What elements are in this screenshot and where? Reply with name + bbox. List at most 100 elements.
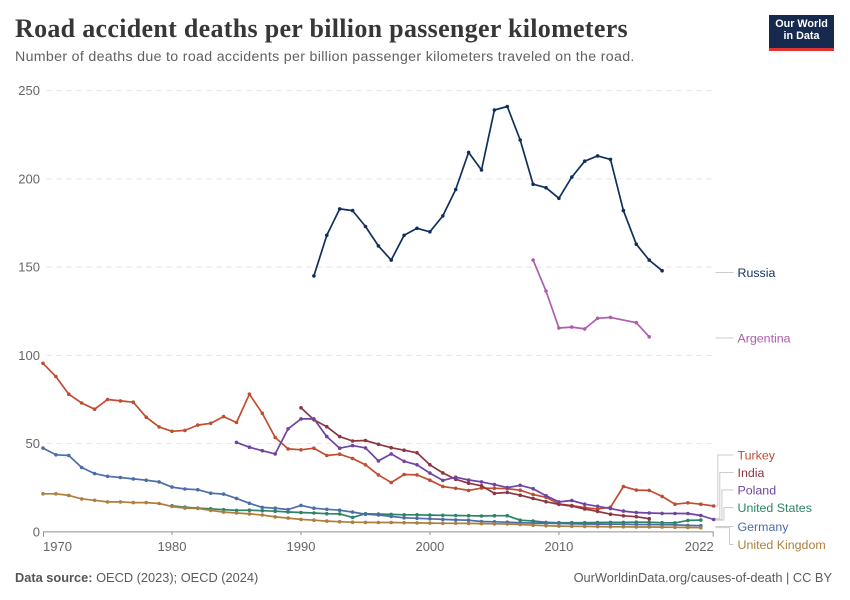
series-marker-russia-2004 <box>479 168 484 172</box>
series-label-turkey[interactable]: Turkey <box>738 449 776 463</box>
data-source-label: Data source: <box>15 570 93 585</box>
series-marker-poland-1989 <box>286 427 290 431</box>
series-marker-russia-2006 <box>505 104 510 109</box>
series-line-germany[interactable] <box>42 447 702 527</box>
credit-line[interactable]: OurWorldinData.org/causes-of-death | CC … <box>573 570 832 585</box>
series-marker-russia-1999 <box>415 226 419 231</box>
series-line-turkey[interactable] <box>42 362 715 510</box>
series-marker-argentina-2009 <box>544 289 548 293</box>
owid-logo[interactable]: Our World in Data <box>769 15 834 51</box>
series-marker-india-2001 <box>441 471 445 475</box>
series-marker-russia-1991 <box>312 274 316 278</box>
series-marker-india-1996 <box>376 442 381 447</box>
series-label-russia[interactable]: Russia <box>738 266 776 280</box>
series-marker-india-2000 <box>428 463 432 467</box>
series-marker-united-states-1987 <box>260 508 265 513</box>
series-marker-argentina-2010 <box>557 326 561 330</box>
series-marker-russia-2005 <box>492 108 497 112</box>
series-marker-turkey-2007 <box>518 488 522 493</box>
series-label-united-states[interactable]: United States <box>738 501 812 515</box>
series-marker-united-kingdom-2000 <box>428 521 432 525</box>
series-marker-germany-1975 <box>105 474 110 479</box>
series-marker-turkey-1988 <box>273 435 278 440</box>
page-subtitle: Number of deaths due to road accidents p… <box>15 49 635 65</box>
series-marker-russia-2003 <box>466 150 471 155</box>
series-marker-germany-1996 <box>376 513 381 517</box>
series-marker-united-states-2007 <box>518 518 522 522</box>
series-label-india[interactable]: India <box>738 466 765 480</box>
series-marker-poland-2007 <box>518 483 522 488</box>
label-connector-india <box>715 472 734 520</box>
series-marker-united-kingdom-2015 <box>621 525 626 529</box>
series-marker-poland-1998 <box>402 459 406 464</box>
series-marker-united-kingdom-2011 <box>570 524 574 529</box>
series-marker-united-states-1998 <box>402 513 406 517</box>
series-marker-russia-2016 <box>634 242 639 246</box>
series-marker-poland-2010 <box>557 500 561 504</box>
series-marker-india-2009 <box>544 499 548 504</box>
series-marker-united-states-1988 <box>273 509 278 513</box>
series-marker-poland-2022 <box>711 517 716 522</box>
series-marker-united-states-2000 <box>428 513 432 517</box>
series-marker-united-kingdom-2012 <box>582 524 587 529</box>
series-marker-united-kingdom-1980 <box>170 504 174 509</box>
y-axis-tick-label-200: 200 <box>18 171 40 186</box>
series-marker-germany-2001 <box>441 517 445 522</box>
series-marker-united-kingdom-2010 <box>557 524 561 528</box>
series-marker-germany-1994 <box>350 510 355 514</box>
series-marker-germany-1981 <box>183 487 187 491</box>
y-axis-tick-label-0: 0 <box>33 524 40 539</box>
series-marker-turkey-1998 <box>402 472 406 477</box>
series-line-poland[interactable] <box>235 417 715 521</box>
series-marker-united-kingdom-2004 <box>479 521 484 526</box>
series-marker-poland-1996 <box>376 459 381 463</box>
series-marker-poland-1994 <box>350 443 355 448</box>
series-marker-turkey-2002 <box>453 486 458 491</box>
series-line-russia[interactable] <box>313 105 663 277</box>
series-marker-india-2011 <box>570 504 574 508</box>
series-marker-united-kingdom-1998 <box>402 520 406 525</box>
series-marker-united-kingdom-2018 <box>660 525 664 529</box>
series-marker-turkey-1976 <box>118 399 123 403</box>
series-marker-turkey-1992 <box>325 453 329 458</box>
series-line-india[interactable] <box>300 406 651 520</box>
series-marker-turkey-1990 <box>299 448 303 452</box>
series-marker-russia-2002 <box>453 187 458 192</box>
series-marker-india-2003 <box>466 481 471 486</box>
series-marker-turkey-2018 <box>660 494 664 499</box>
series-marker-united-kingdom-2005 <box>492 522 497 526</box>
series-marker-turkey-1981 <box>183 428 187 433</box>
series-marker-united-kingdom-1992 <box>325 519 329 523</box>
series-marker-germany-1976 <box>118 475 123 480</box>
series-line-united-kingdom[interactable] <box>42 492 702 529</box>
series-marker-germany-1972 <box>67 453 71 458</box>
series-marker-germany-1991 <box>312 506 316 511</box>
series-marker-germany-1997 <box>389 514 394 519</box>
series-marker-poland-2015 <box>621 509 626 513</box>
series-marker-russia-1995 <box>363 224 368 229</box>
label-connector-poland <box>715 489 734 521</box>
series-marker-poland-2001 <box>441 478 445 483</box>
series-marker-turkey-1983 <box>208 421 213 426</box>
series-marker-turkey-2022 <box>711 504 716 508</box>
series-marker-germany-2013 <box>595 522 600 526</box>
series-label-poland[interactable]: Poland <box>738 484 777 498</box>
series-marker-india-1993 <box>337 434 342 439</box>
series-marker-turkey-1989 <box>286 447 290 451</box>
series-label-argentina[interactable]: Argentina <box>738 332 791 346</box>
series-line-argentina[interactable] <box>532 259 651 338</box>
series-marker-turkey-1995 <box>363 463 368 467</box>
series-marker-united-kingdom-2016 <box>634 525 639 529</box>
y-axis-tick-label-250: 250 <box>18 83 40 98</box>
series-marker-united-kingdom-2014 <box>608 525 613 529</box>
series-label-germany[interactable]: Germany <box>738 520 790 534</box>
series-marker-turkey-2021 <box>699 502 703 507</box>
series-marker-russia-1994 <box>350 208 355 213</box>
series-marker-poland-2006 <box>505 485 510 490</box>
data-source-line: Data source: OECD (2023); OECD (2024) <box>15 570 258 585</box>
series-marker-germany-1987 <box>260 505 265 510</box>
series-marker-russia-1998 <box>402 233 406 238</box>
series-label-united-kingdom[interactable]: United Kingdom <box>738 538 826 552</box>
series-marker-germany-1973 <box>79 465 84 470</box>
series-line-united-states[interactable] <box>171 504 702 524</box>
